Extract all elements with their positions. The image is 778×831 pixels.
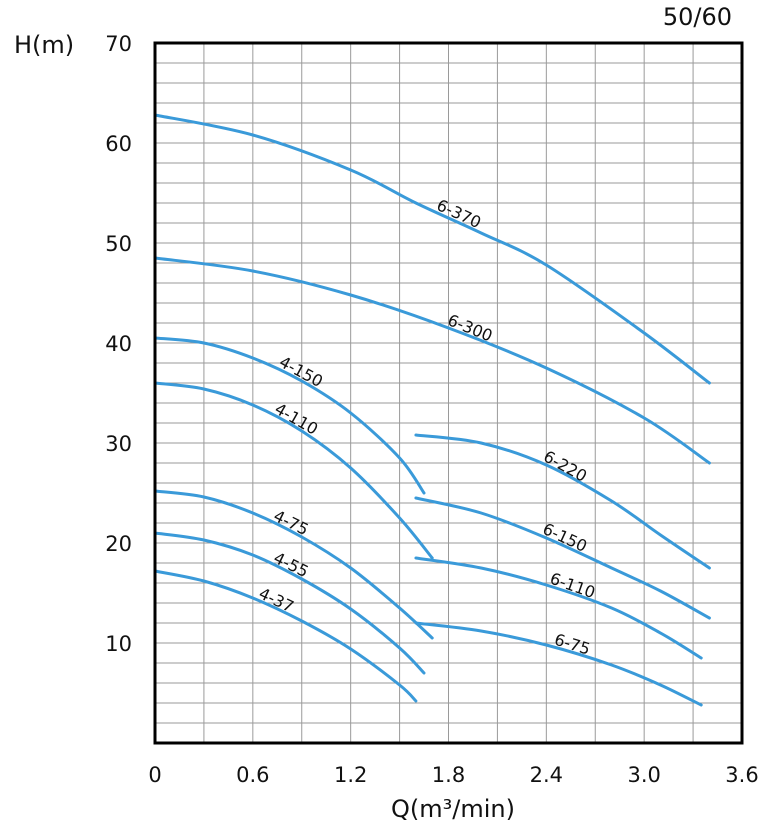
curve-label: 6-150 — [540, 519, 590, 556]
curve-4-55 — [153, 531, 426, 675]
curve-6-220 — [414, 433, 711, 570]
tick-labels: 0 0.6 1.2 1.8 2.4 3.0 3.6 10 20 30 40 50 60 70 — [105, 32, 758, 787]
y-tick-label: 40 — [105, 332, 132, 356]
curve-label: 4-37 — [256, 584, 297, 617]
curve-label: 4-150 — [276, 352, 326, 391]
x-axis-title: Q(m³/min) — [391, 795, 515, 823]
curve-label: 4-55 — [271, 548, 312, 581]
curve-6-150 — [414, 496, 711, 620]
y-tick-label: 20 — [105, 532, 132, 556]
x-tick-label: 3.6 — [725, 763, 758, 787]
curve-label: 6-110 — [548, 569, 598, 602]
y-tick-label: 30 — [105, 432, 132, 456]
x-tick-label: 3.0 — [627, 763, 660, 787]
curve-label: 6-220 — [540, 447, 590, 486]
chart-subtitle: 50/60 — [663, 3, 732, 31]
curves — [153, 113, 711, 707]
curve-label: 6-370 — [434, 195, 484, 232]
x-tick-label: 1.8 — [432, 763, 465, 787]
y-axis-title: H(m) — [14, 31, 74, 59]
y-tick-label: 50 — [105, 232, 132, 256]
grid — [155, 43, 742, 743]
x-tick-label: 0.6 — [236, 763, 269, 787]
curve-label: 6-75 — [552, 630, 592, 659]
x-tick-label: 0 — [148, 763, 161, 787]
curve-6-110 — [414, 556, 703, 660]
curve-4-37 — [153, 569, 418, 703]
curve-6-300 — [153, 256, 711, 465]
curve-label: 4-110 — [271, 399, 321, 439]
y-tick-label: 10 — [105, 632, 132, 656]
curve-4-75 — [153, 489, 434, 640]
curve-4-150 — [153, 336, 426, 495]
curve-6-370 — [153, 113, 711, 385]
plot-frame — [153, 41, 744, 745]
curve-4-110 — [153, 381, 434, 560]
y-tick-label: 70 — [105, 32, 132, 56]
y-tick-label: 60 — [105, 132, 132, 156]
x-tick-label: 1.2 — [334, 763, 367, 787]
x-tick-label: 2.4 — [530, 763, 563, 787]
curve-label: 4-75 — [271, 506, 312, 539]
curve-label: 6-300 — [445, 310, 495, 345]
curve-6-75 — [414, 621, 703, 707]
